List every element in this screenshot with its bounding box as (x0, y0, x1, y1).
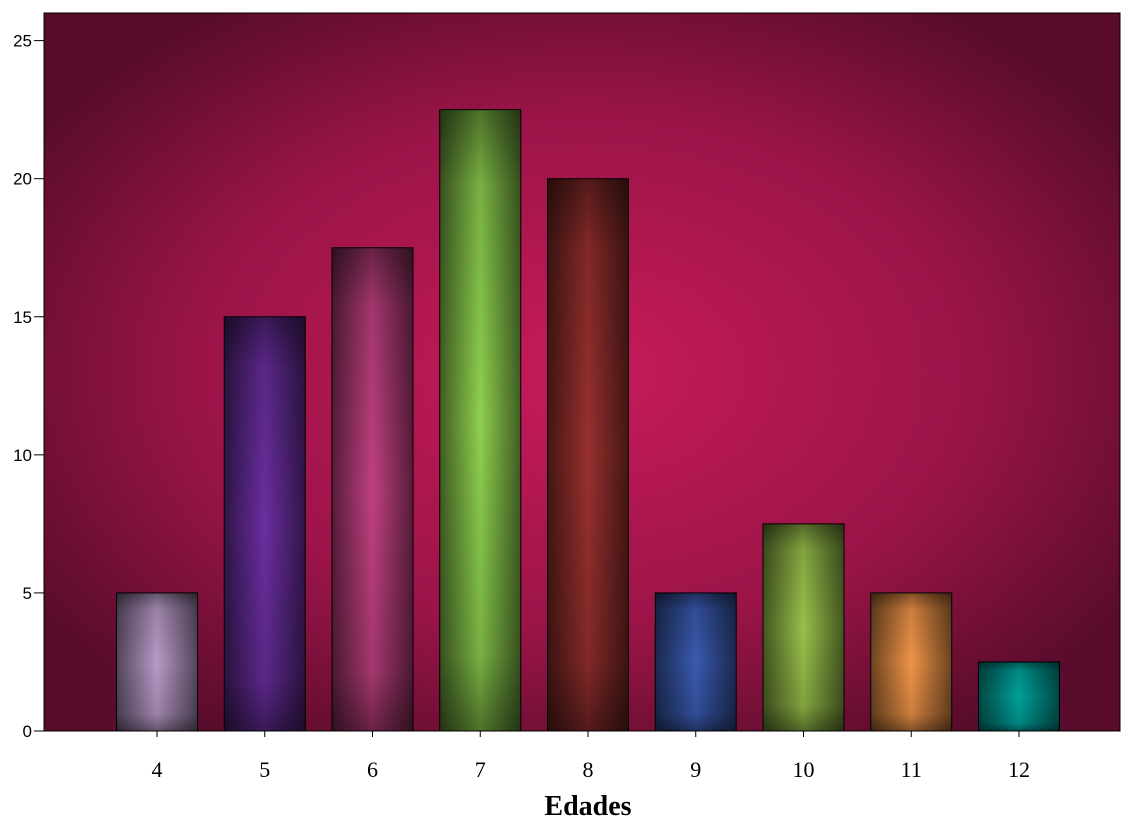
x-axis-label: Edades (544, 791, 631, 822)
bar-11 (870, 592, 953, 732)
y-tick-label: 15 (13, 308, 32, 327)
bar-6 (331, 247, 414, 732)
bar-shade (331, 247, 414, 732)
bar-7 (439, 109, 522, 732)
x-tick-label: 9 (690, 757, 701, 782)
x-tick-label: 8 (583, 757, 594, 782)
bar-shade (547, 178, 629, 732)
bar-shade (978, 661, 1060, 732)
bar-8 (547, 178, 629, 732)
bar-shade (870, 592, 953, 732)
y-tick-label: 10 (13, 446, 32, 465)
bar-shade (654, 592, 737, 732)
bar-9 (654, 592, 737, 732)
x-tick-label: 7 (475, 757, 486, 782)
x-tick-label: 11 (901, 757, 922, 782)
bar-shade (762, 523, 845, 732)
bar-4 (116, 592, 198, 732)
bar-5 (223, 316, 306, 732)
x-tick-label: 4 (152, 757, 163, 782)
y-tick-label: 25 (13, 32, 32, 51)
bar-shade (439, 109, 522, 732)
x-tick-label: 12 (1008, 757, 1030, 782)
bar-shade (223, 316, 306, 732)
bar-shade (116, 592, 198, 732)
y-tick-label: 5 (23, 584, 32, 603)
bar-10 (762, 523, 845, 732)
y-tick-label: 20 (13, 170, 32, 189)
bar-12 (978, 661, 1060, 732)
x-tick-label: 6 (367, 757, 378, 782)
x-tick-label: 10 (793, 757, 815, 782)
y-tick-label: 0 (23, 722, 32, 741)
x-tick-label: 5 (259, 757, 270, 782)
